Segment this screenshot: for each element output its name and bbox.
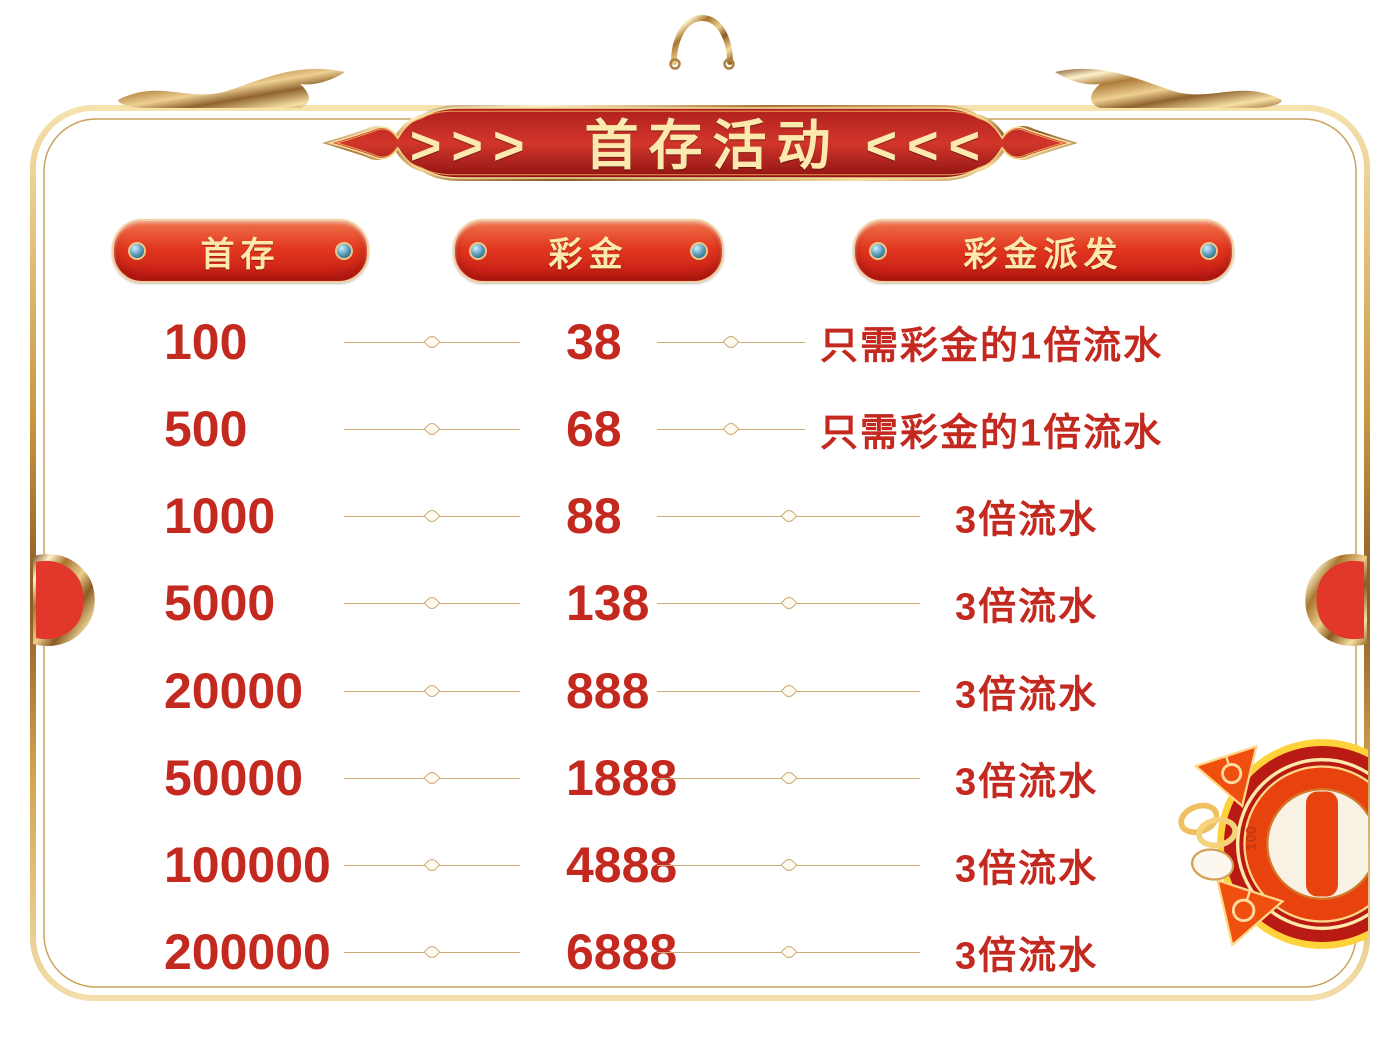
svg-text:100: 100	[1244, 826, 1260, 851]
